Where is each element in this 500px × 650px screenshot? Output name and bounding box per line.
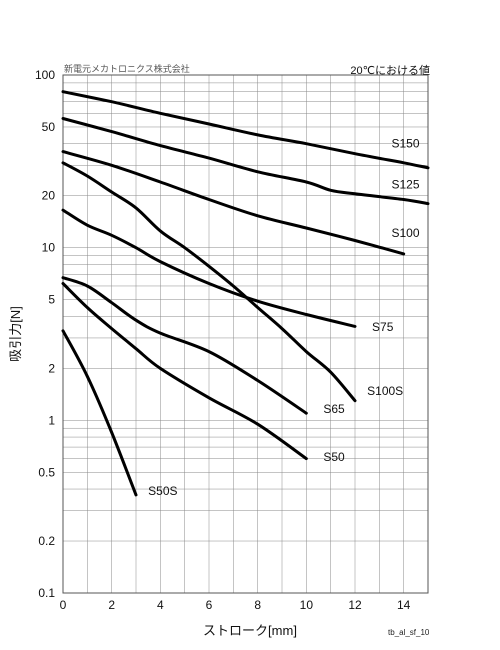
x-tick-label: 4 — [157, 598, 164, 612]
x-tick-label: 2 — [108, 598, 115, 612]
series-line-s100s — [61, 161, 357, 403]
series-line-s50 — [61, 282, 308, 461]
company-name: 新電元メカトロニクス株式会社 — [64, 64, 190, 74]
plot-frame — [62, 74, 429, 594]
y-tick-label: 0.5 — [38, 465, 55, 479]
series-line-s75 — [61, 208, 357, 328]
series-line-s50s — [61, 329, 138, 497]
x-tick-label: 0 — [60, 598, 67, 612]
series-label-s100s: S100S — [367, 384, 403, 398]
series-label-s125: S125 — [392, 178, 420, 192]
y-tick-label: 10 — [42, 241, 56, 255]
x-tick-label: 8 — [254, 598, 261, 612]
y-tick-label: 5 — [48, 293, 55, 307]
y-tick-label: 50 — [42, 120, 56, 134]
figure-id: tb_al_sf_10 — [388, 628, 430, 637]
series-group — [61, 90, 430, 497]
y-axis-title: 吸引力[N] — [8, 306, 23, 362]
series-label-s50s: S50S — [148, 484, 177, 498]
x-axis-title: ストローク[mm] — [203, 623, 297, 638]
series-label-s75: S75 — [372, 320, 394, 334]
y-tick-label: 1 — [48, 413, 55, 427]
x-tick-label: 6 — [206, 598, 213, 612]
series-label-s50: S50 — [323, 450, 345, 464]
series-line-s125 — [61, 117, 430, 206]
y-tick-label: 2 — [48, 361, 55, 375]
y-tick-label-group: 0.1 0.2 0.5 1 2 5 10 20 50 100 — [35, 68, 55, 600]
series-line-s100 — [61, 150, 406, 256]
x-tick-label: 12 — [348, 598, 362, 612]
y-tick-label: 100 — [35, 68, 55, 82]
series-label-group: S150 S125 S100 S75 S100S S65 S50 S50S — [148, 137, 420, 498]
series-label-s100: S100 — [392, 226, 420, 240]
x-tick-label: 10 — [300, 598, 314, 612]
y-tick-label: 0.1 — [38, 586, 55, 600]
grid — [63, 75, 428, 593]
temperature-condition: 20℃における値 — [350, 65, 430, 77]
y-tick-label: 20 — [42, 189, 56, 203]
series-line-s150 — [61, 90, 430, 170]
y-tick-label: 0.2 — [38, 534, 55, 548]
series-line-s65 — [61, 276, 308, 415]
x-tick-label-group: 0 2 4 6 8 10 12 14 — [60, 598, 411, 612]
series-label-s150: S150 — [392, 137, 420, 151]
series-label-s65: S65 — [323, 402, 345, 416]
x-tick-label: 14 — [397, 598, 411, 612]
